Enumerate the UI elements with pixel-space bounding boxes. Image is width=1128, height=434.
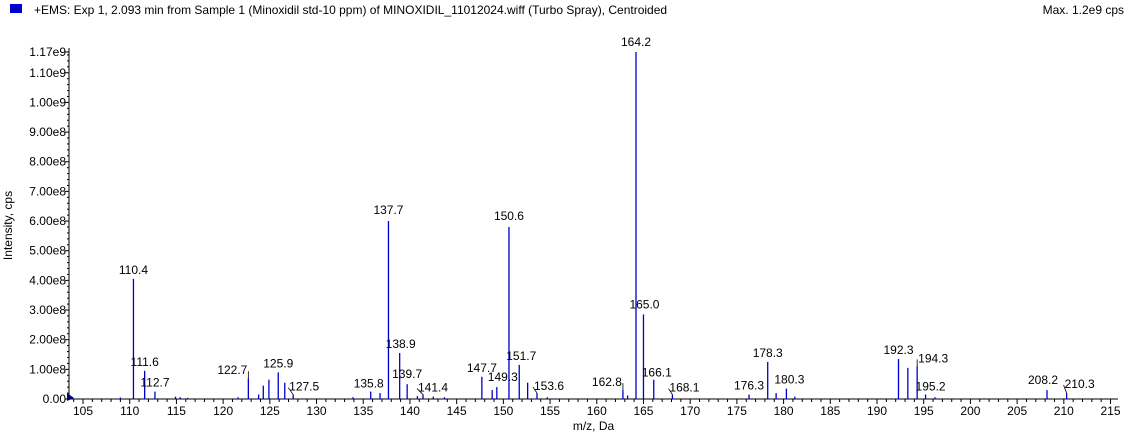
x-tick-label: 210 — [1054, 404, 1074, 418]
y-tick-label: 8.00e8 — [29, 155, 66, 169]
axis-origin-marker — [67, 393, 74, 401]
peak-label: 125.9 — [263, 356, 293, 370]
peak-label: 153.6 — [534, 379, 564, 393]
axes — [67, 48, 1118, 401]
spectrum-title: +EMS: Exp 1, 2.093 min from Sample 1 (Mi… — [34, 3, 668, 17]
y-tick-label: 1.00e9 — [29, 95, 66, 109]
x-tick-label: 140 — [400, 404, 420, 418]
chart-header: +EMS: Exp 1, 2.093 min from Sample 1 (Mi… — [0, 0, 1128, 22]
peak-label: 151.7 — [506, 349, 536, 363]
y-tick-label: 5.00e8 — [29, 244, 66, 258]
x-tick-label: 215 — [1101, 404, 1121, 418]
peak-label: 149.3 — [488, 370, 518, 384]
y-tick-label: 9.00e8 — [29, 125, 66, 139]
peak-label: 141.4 — [418, 381, 448, 395]
y-tick-label: 3.00e8 — [29, 303, 66, 317]
x-tick-label: 185 — [820, 404, 840, 418]
peak-label: 208.2 — [1028, 373, 1058, 387]
peak-label-leader — [668, 388, 673, 395]
x-tick-label: 180 — [774, 404, 794, 418]
peak-label: 111.6 — [131, 355, 160, 369]
peak-label: 176.3 — [734, 379, 764, 393]
y-tick-label: 1.00e8 — [29, 362, 66, 376]
x-tick-label: 175 — [727, 404, 747, 418]
peak-label: 135.8 — [354, 377, 384, 391]
peak-label-leader — [1063, 384, 1067, 394]
x-tick-label: 150 — [493, 404, 513, 418]
x-tick-label: 200 — [960, 404, 980, 418]
peak-label-leader — [532, 386, 538, 394]
x-tick-label: 155 — [540, 404, 560, 418]
peak-labels: 110.4 111.6 112.7 122.7 125.9 127.5 135.8 137.7… — [119, 35, 1095, 395]
y-tick-label: 0.00 — [43, 392, 67, 406]
x-tick-label: 160 — [587, 404, 607, 418]
max-intensity-label: Max. 1.2e9 cps — [1042, 3, 1124, 17]
y-ticks: 0.00 1.00e8 2.00e8 3.00e8 4.00e8 5.00e8 6.00e8… — [29, 45, 69, 406]
x-axis-title: m/z, Da — [573, 419, 615, 433]
peak-label: 166.1 — [642, 366, 672, 380]
x-tick-label: 120 — [213, 404, 233, 418]
y-tick-label: 1.10e9 — [29, 66, 66, 80]
peak-bars — [119, 52, 1068, 399]
x-tick-label: 170 — [680, 404, 700, 418]
x-tick-label: 190 — [867, 404, 887, 418]
peak-label: 165.0 — [629, 297, 659, 311]
y-tick-label: 2.00e8 — [29, 333, 66, 347]
x-tick-label: 145 — [447, 404, 467, 418]
peak-label: 150.6 — [494, 209, 524, 223]
y-tick-label: 4.00e8 — [29, 273, 66, 287]
peak-label: 168.1 — [669, 381, 699, 395]
x-tick-label: 130 — [307, 404, 327, 418]
x-tick-label: 115 — [167, 404, 186, 418]
y-axis-title: Intensity, cps — [1, 191, 15, 260]
peak-label: 195.2 — [916, 380, 946, 394]
peak-label: 180.3 — [774, 373, 804, 387]
x-tick-label: 205 — [1007, 404, 1027, 418]
x-tick-label: 195 — [914, 404, 934, 418]
series-color-swatch — [10, 4, 22, 13]
peak-label: 138.9 — [386, 337, 416, 351]
peak-label: 162.8 — [592, 375, 622, 389]
x-tick-label: 110 — [120, 404, 139, 418]
x-ticks: 105 110 115 120 125 130 135 140 145 150 155 160 165 1… — [73, 399, 1121, 418]
y-tick-label: 1.17e9 — [29, 45, 66, 59]
y-tick-label: 6.00e8 — [29, 214, 66, 228]
peak-label: 164.2 — [621, 35, 651, 49]
x-tick-label: 135 — [353, 404, 373, 418]
peak-label: 137.7 — [373, 203, 403, 217]
peak-label: 112.7 — [140, 376, 169, 390]
peak-label: 178.3 — [753, 346, 783, 360]
peak-label: 110.4 — [119, 263, 148, 277]
peak-label: 147.7 — [467, 361, 497, 375]
peak-label-leader — [287, 387, 294, 395]
peak-label: 194.3 — [918, 351, 948, 365]
x-tick-label: 165 — [633, 404, 653, 418]
peak-label-leader — [416, 388, 424, 395]
x-tick-label: 105 — [73, 404, 93, 418]
peak-label: 122.7 — [217, 363, 247, 377]
x-tick-label: 125 — [260, 404, 280, 418]
peak-label: 127.5 — [289, 380, 319, 394]
y-tick-label: 7.00e8 — [29, 184, 66, 198]
peak-label: 210.3 — [1065, 377, 1095, 391]
peak-label: 139.7 — [392, 367, 422, 381]
peak-label: 192.3 — [883, 343, 913, 357]
